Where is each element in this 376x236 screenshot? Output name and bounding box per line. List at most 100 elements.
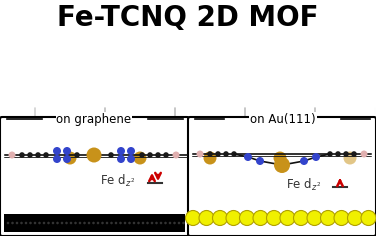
Circle shape xyxy=(104,208,106,210)
Circle shape xyxy=(296,133,300,137)
Circle shape xyxy=(53,147,61,155)
Circle shape xyxy=(296,198,299,202)
Circle shape xyxy=(226,133,230,137)
Circle shape xyxy=(99,203,101,205)
Circle shape xyxy=(144,138,146,141)
Circle shape xyxy=(212,211,227,226)
Circle shape xyxy=(206,138,214,146)
Text: Fe d$_{z^2}$: Fe d$_{z^2}$ xyxy=(286,177,321,193)
Circle shape xyxy=(317,151,322,156)
Circle shape xyxy=(146,222,149,224)
Circle shape xyxy=(137,222,140,224)
Circle shape xyxy=(274,182,276,185)
Circle shape xyxy=(284,182,286,185)
Circle shape xyxy=(29,222,32,224)
Circle shape xyxy=(133,152,147,164)
Circle shape xyxy=(247,160,252,165)
Circle shape xyxy=(307,211,322,226)
Circle shape xyxy=(260,133,264,137)
Circle shape xyxy=(185,211,200,226)
Circle shape xyxy=(59,125,61,127)
Circle shape xyxy=(64,152,76,164)
Circle shape xyxy=(339,173,341,176)
Circle shape xyxy=(346,170,354,178)
Circle shape xyxy=(339,129,341,132)
Circle shape xyxy=(244,208,246,210)
Circle shape xyxy=(27,151,33,156)
Circle shape xyxy=(313,149,317,153)
Circle shape xyxy=(103,138,107,143)
Circle shape xyxy=(164,190,166,192)
Circle shape xyxy=(32,164,38,169)
Circle shape xyxy=(208,197,212,202)
Circle shape xyxy=(308,160,313,165)
Circle shape xyxy=(279,152,281,154)
Circle shape xyxy=(349,215,352,218)
Circle shape xyxy=(144,129,146,132)
Circle shape xyxy=(344,143,346,145)
FancyBboxPatch shape xyxy=(0,117,189,236)
Circle shape xyxy=(44,208,45,210)
Circle shape xyxy=(284,173,286,176)
Circle shape xyxy=(83,222,86,224)
Circle shape xyxy=(317,160,322,165)
Circle shape xyxy=(32,147,38,152)
Circle shape xyxy=(98,160,103,165)
Circle shape xyxy=(112,164,117,169)
Circle shape xyxy=(313,138,317,143)
Circle shape xyxy=(155,152,161,158)
Circle shape xyxy=(199,125,202,127)
Circle shape xyxy=(138,215,141,218)
Circle shape xyxy=(74,222,77,224)
Circle shape xyxy=(11,222,14,224)
Circle shape xyxy=(61,222,63,224)
Circle shape xyxy=(249,195,251,197)
Circle shape xyxy=(156,198,159,202)
Circle shape xyxy=(174,190,176,192)
Circle shape xyxy=(42,164,47,169)
Circle shape xyxy=(206,170,214,178)
Circle shape xyxy=(103,173,107,178)
Circle shape xyxy=(101,222,104,224)
Circle shape xyxy=(308,151,313,156)
Circle shape xyxy=(128,222,131,224)
Circle shape xyxy=(279,169,281,172)
Circle shape xyxy=(33,117,37,121)
Circle shape xyxy=(25,222,27,224)
Circle shape xyxy=(361,211,376,226)
Circle shape xyxy=(319,203,321,205)
Circle shape xyxy=(218,187,221,189)
Circle shape xyxy=(344,116,346,118)
Circle shape xyxy=(69,169,71,172)
Circle shape xyxy=(244,217,246,219)
Circle shape xyxy=(102,132,108,138)
Circle shape xyxy=(313,173,317,178)
Circle shape xyxy=(267,211,282,226)
Text: Fe-TCNQ 2D MOF: Fe-TCNQ 2D MOF xyxy=(57,4,319,32)
Circle shape xyxy=(231,151,237,157)
Circle shape xyxy=(209,195,211,198)
Circle shape xyxy=(56,222,59,224)
Circle shape xyxy=(139,186,141,189)
Circle shape xyxy=(209,152,211,154)
Circle shape xyxy=(226,198,229,202)
Circle shape xyxy=(312,147,317,152)
Circle shape xyxy=(296,177,300,181)
Circle shape xyxy=(349,182,351,185)
Circle shape xyxy=(173,117,177,121)
Circle shape xyxy=(312,164,317,169)
Circle shape xyxy=(139,169,141,172)
Circle shape xyxy=(129,125,131,127)
Circle shape xyxy=(204,129,206,132)
Circle shape xyxy=(319,195,321,197)
Circle shape xyxy=(64,182,67,185)
Circle shape xyxy=(279,182,282,185)
Text: on graphene: on graphene xyxy=(56,113,132,126)
Circle shape xyxy=(204,138,206,141)
Circle shape xyxy=(259,154,267,162)
Circle shape xyxy=(256,157,264,165)
Circle shape xyxy=(153,154,161,162)
Circle shape xyxy=(67,197,73,202)
Circle shape xyxy=(294,211,308,226)
Circle shape xyxy=(52,222,54,224)
